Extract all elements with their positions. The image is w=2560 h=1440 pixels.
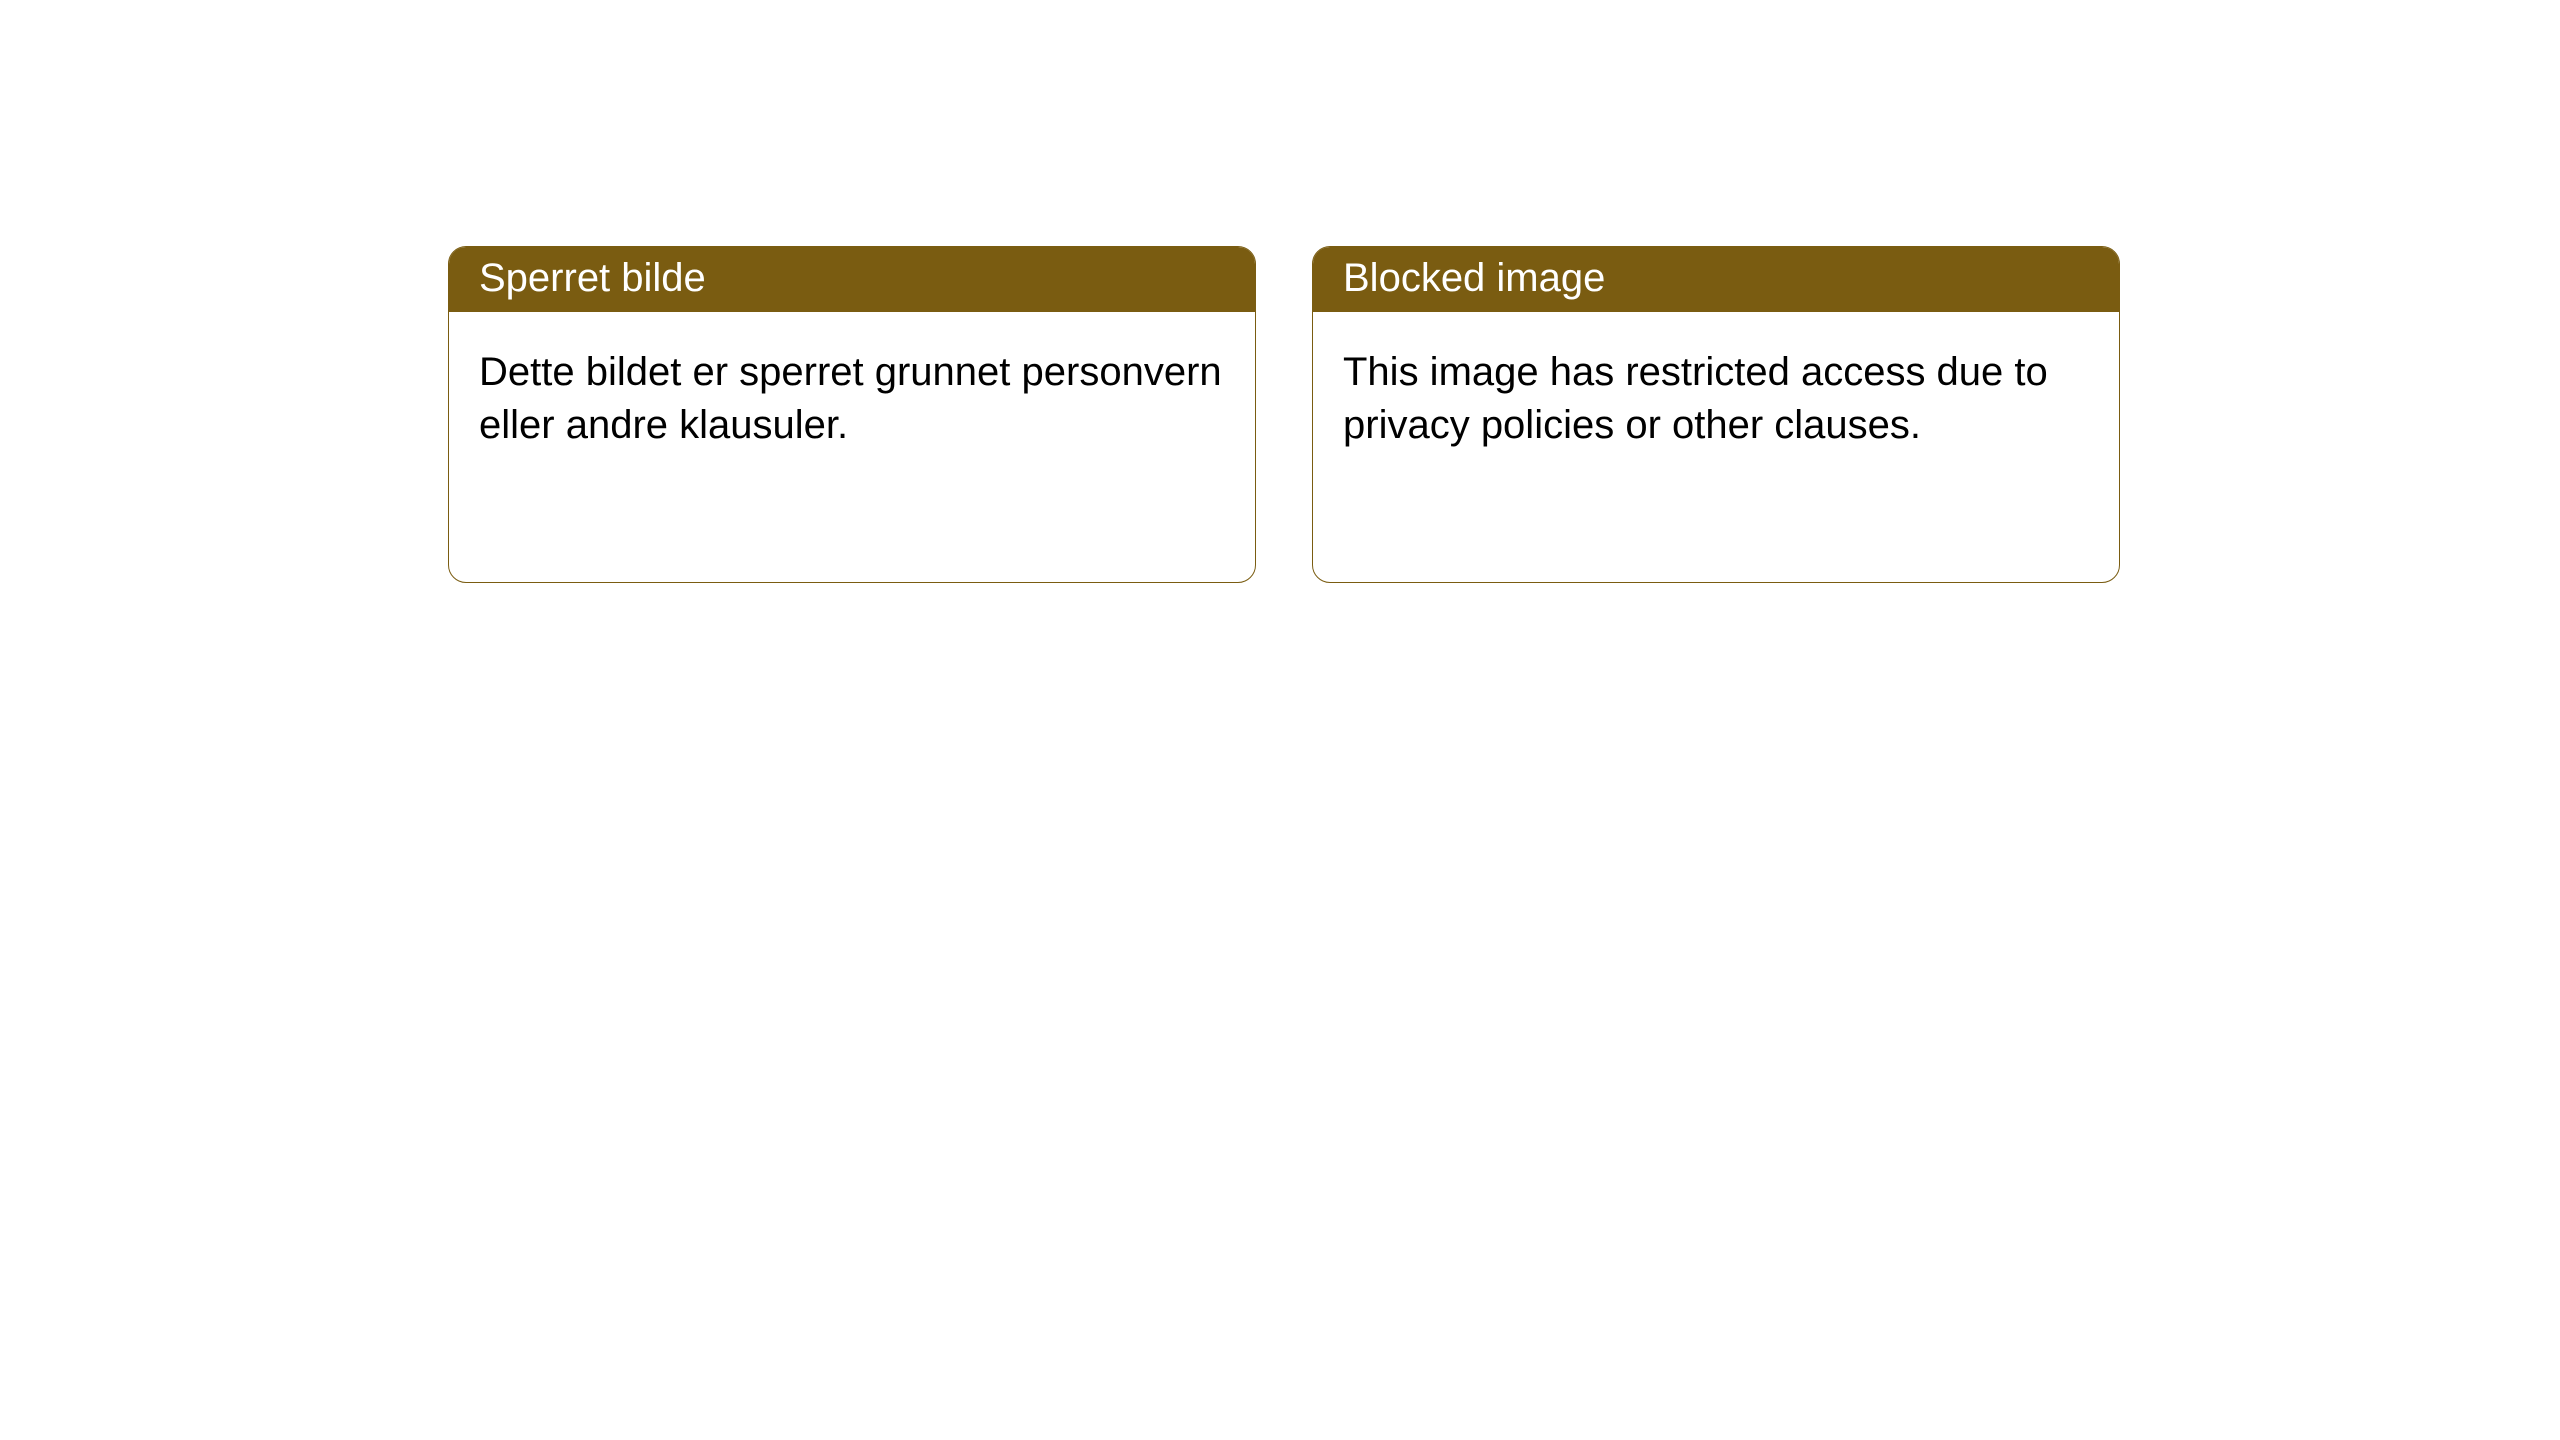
card-body: This image has restricted access due to … bbox=[1313, 312, 2119, 582]
notice-card-english: Blocked image This image has restricted … bbox=[1312, 246, 2120, 583]
card-title: Blocked image bbox=[1343, 256, 1605, 300]
notice-container: Sperret bilde Dette bildet er sperret gr… bbox=[0, 0, 2560, 583]
card-title: Sperret bilde bbox=[479, 256, 706, 300]
card-body-text: This image has restricted access due to … bbox=[1343, 350, 2048, 447]
card-header: Sperret bilde bbox=[449, 247, 1255, 312]
card-header: Blocked image bbox=[1313, 247, 2119, 312]
card-body-text: Dette bildet er sperret grunnet personve… bbox=[479, 350, 1222, 447]
notice-card-norwegian: Sperret bilde Dette bildet er sperret gr… bbox=[448, 246, 1256, 583]
card-body: Dette bildet er sperret grunnet personve… bbox=[449, 312, 1255, 582]
